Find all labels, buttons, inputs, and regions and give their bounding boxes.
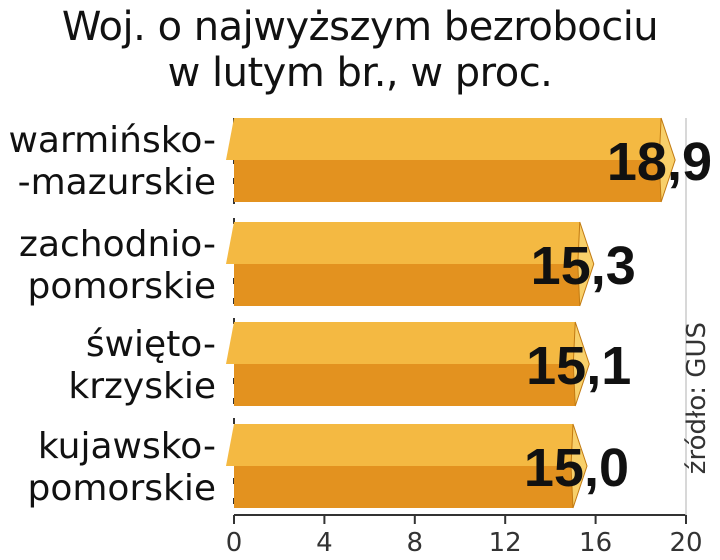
bar-group: 15,0 (226, 423, 629, 509)
bar-group: 18,9 (226, 117, 712, 203)
x-tick-label: 0 (226, 528, 243, 558)
chart-title-line-2: w lutym br., w proc. (167, 50, 553, 96)
x-tick-label: 20 (669, 528, 702, 558)
x-tick-label: 8 (407, 528, 424, 558)
bar-highlight (226, 222, 594, 264)
bar-end-cap (658, 117, 676, 203)
bar-highlight (226, 424, 587, 466)
bar-end-cap (572, 321, 590, 407)
category-label: zachodnio- (19, 224, 216, 265)
value-label: 15,0 (524, 438, 629, 498)
bar (234, 264, 594, 306)
category-label: warmińsko- (8, 120, 216, 161)
x-tick-label: 12 (489, 528, 522, 558)
value-label: 15,3 (531, 236, 636, 296)
chart-title-line-1: Woj. o najwyższym bezrobociu (61, 4, 659, 50)
bar (234, 466, 587, 508)
x-tick-label: 4 (316, 528, 333, 558)
bar-highlight (226, 322, 590, 364)
value-label: 18,9 (607, 132, 712, 192)
bar (234, 160, 676, 202)
category-label: kujawsko- (38, 426, 216, 467)
category-label: -mazurskie (18, 162, 216, 203)
category-label: święto- (86, 324, 216, 365)
category-label: pomorskie (27, 468, 216, 509)
bar-group: 15,3 (226, 221, 636, 307)
category-label: pomorskie (27, 266, 216, 307)
bar-end-cap (570, 423, 588, 509)
value-label: 15,1 (526, 336, 631, 396)
x-tick-label: 16 (579, 528, 612, 558)
source-note: źródło: GUS (682, 322, 712, 475)
bar-group: 15,1 (226, 321, 631, 407)
bar-end-cap (577, 221, 595, 307)
bar (234, 364, 590, 406)
category-label: krzyskie (68, 366, 216, 407)
bar-highlight (226, 118, 676, 160)
chart-title: Woj. o najwyższym bezrobociu w lutym br.… (0, 4, 720, 96)
